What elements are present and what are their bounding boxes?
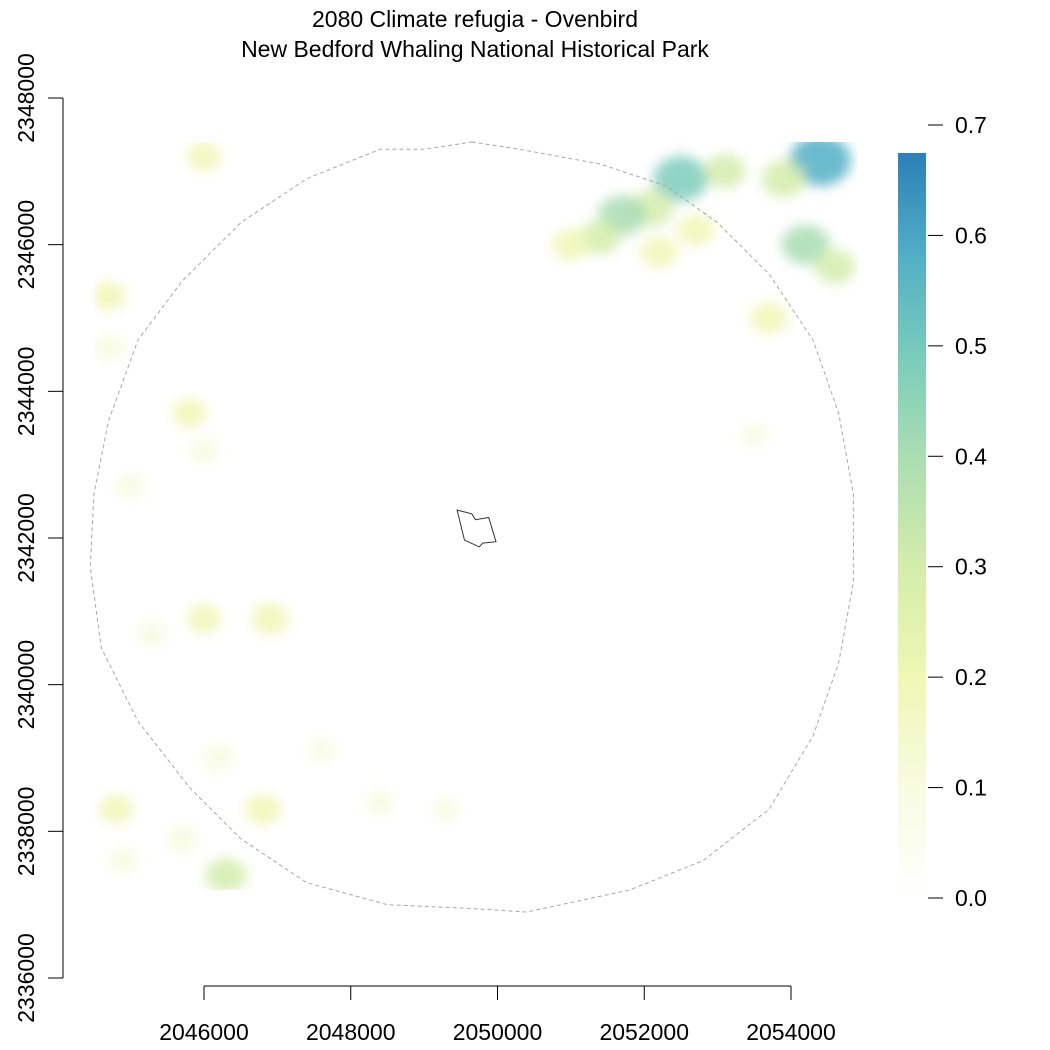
y-tick-label: 2340000 bbox=[13, 640, 39, 730]
raster-patch bbox=[107, 847, 139, 874]
colorbar-scale bbox=[898, 153, 926, 898]
chart-subtitle: New Bedford Whaling National Historical … bbox=[241, 36, 709, 62]
raster-patch bbox=[202, 744, 235, 772]
x-axis: 2046000 2048000 2050000 2052000 2054000 bbox=[159, 985, 836, 1045]
x-tick-label: 2046000 bbox=[159, 1019, 249, 1045]
raster-patch bbox=[166, 825, 198, 853]
colorbar-tick-label: 0.0 bbox=[955, 885, 987, 911]
chart-title: 2080 Climate refugia - Ovenbird bbox=[312, 6, 638, 32]
raster-patch bbox=[640, 236, 678, 268]
raster-patch bbox=[115, 474, 146, 499]
raster-patch bbox=[307, 739, 336, 763]
raster-patch bbox=[552, 229, 590, 261]
raster-patch bbox=[704, 154, 746, 189]
colorbar-tick-label: 0.5 bbox=[955, 333, 987, 359]
raster-patch bbox=[337, 248, 365, 271]
raster-patch bbox=[750, 302, 788, 334]
buffer-boundary bbox=[89, 141, 854, 913]
colorbar: 0.0 0.1 0.2 0.3 0.4 0.5 0.6 0.7 bbox=[898, 112, 987, 911]
raster-patch bbox=[251, 603, 289, 635]
raster-patch bbox=[95, 333, 125, 361]
raster-patch bbox=[761, 160, 806, 198]
park-boundary bbox=[456, 509, 497, 548]
colorbar-tick-label: 0.7 bbox=[955, 112, 987, 138]
x-tick-label: 2054000 bbox=[746, 1019, 836, 1045]
raster-patch bbox=[99, 795, 133, 824]
colorbar-tick-label: 0.1 bbox=[955, 775, 987, 801]
y-tick-label: 2342000 bbox=[13, 493, 39, 583]
x-tick-label: 2052000 bbox=[599, 1019, 689, 1045]
raster-patch bbox=[137, 620, 169, 647]
chart-title-block: 2080 Climate refugia - Ovenbird New Bedf… bbox=[0, 4, 950, 64]
x-tick-label: 2048000 bbox=[306, 1019, 396, 1045]
colorbar-tick-label: 0.2 bbox=[955, 664, 987, 690]
raster-patch bbox=[781, 224, 830, 265]
colorbar-tick-label: 0.3 bbox=[955, 554, 987, 580]
colorbar-tick-label: 0.6 bbox=[955, 222, 987, 248]
y-tick-label: 2336000 bbox=[13, 933, 39, 1023]
raster-patch bbox=[740, 423, 768, 447]
y-tick-label: 2338000 bbox=[13, 787, 39, 877]
y-axis: 2336000 2338000 2340000 2342000 2344000 23460… bbox=[13, 53, 64, 1023]
raster-patch bbox=[521, 380, 548, 403]
raster-patch bbox=[244, 794, 281, 825]
raster-patch bbox=[676, 214, 715, 246]
raster-patch bbox=[187, 604, 221, 633]
raster-patch bbox=[653, 156, 709, 202]
raster-patch bbox=[814, 249, 856, 284]
x-tick-label: 2050000 bbox=[453, 1019, 543, 1045]
raster-patch bbox=[172, 399, 207, 428]
y-tick-label: 2348000 bbox=[13, 53, 39, 143]
y-tick-label: 2346000 bbox=[13, 200, 39, 290]
refugia-raster bbox=[95, 142, 856, 890]
raster-patch bbox=[187, 142, 221, 171]
colorbar-tick-label: 0.4 bbox=[955, 443, 987, 469]
raster-patch bbox=[95, 281, 126, 311]
raster-patch bbox=[205, 858, 247, 890]
raster-patch bbox=[188, 437, 220, 463]
raster-patch bbox=[579, 220, 621, 255]
raster-patch bbox=[365, 789, 395, 815]
raster-patch bbox=[432, 797, 460, 821]
y-tick-label: 2344000 bbox=[13, 347, 39, 437]
